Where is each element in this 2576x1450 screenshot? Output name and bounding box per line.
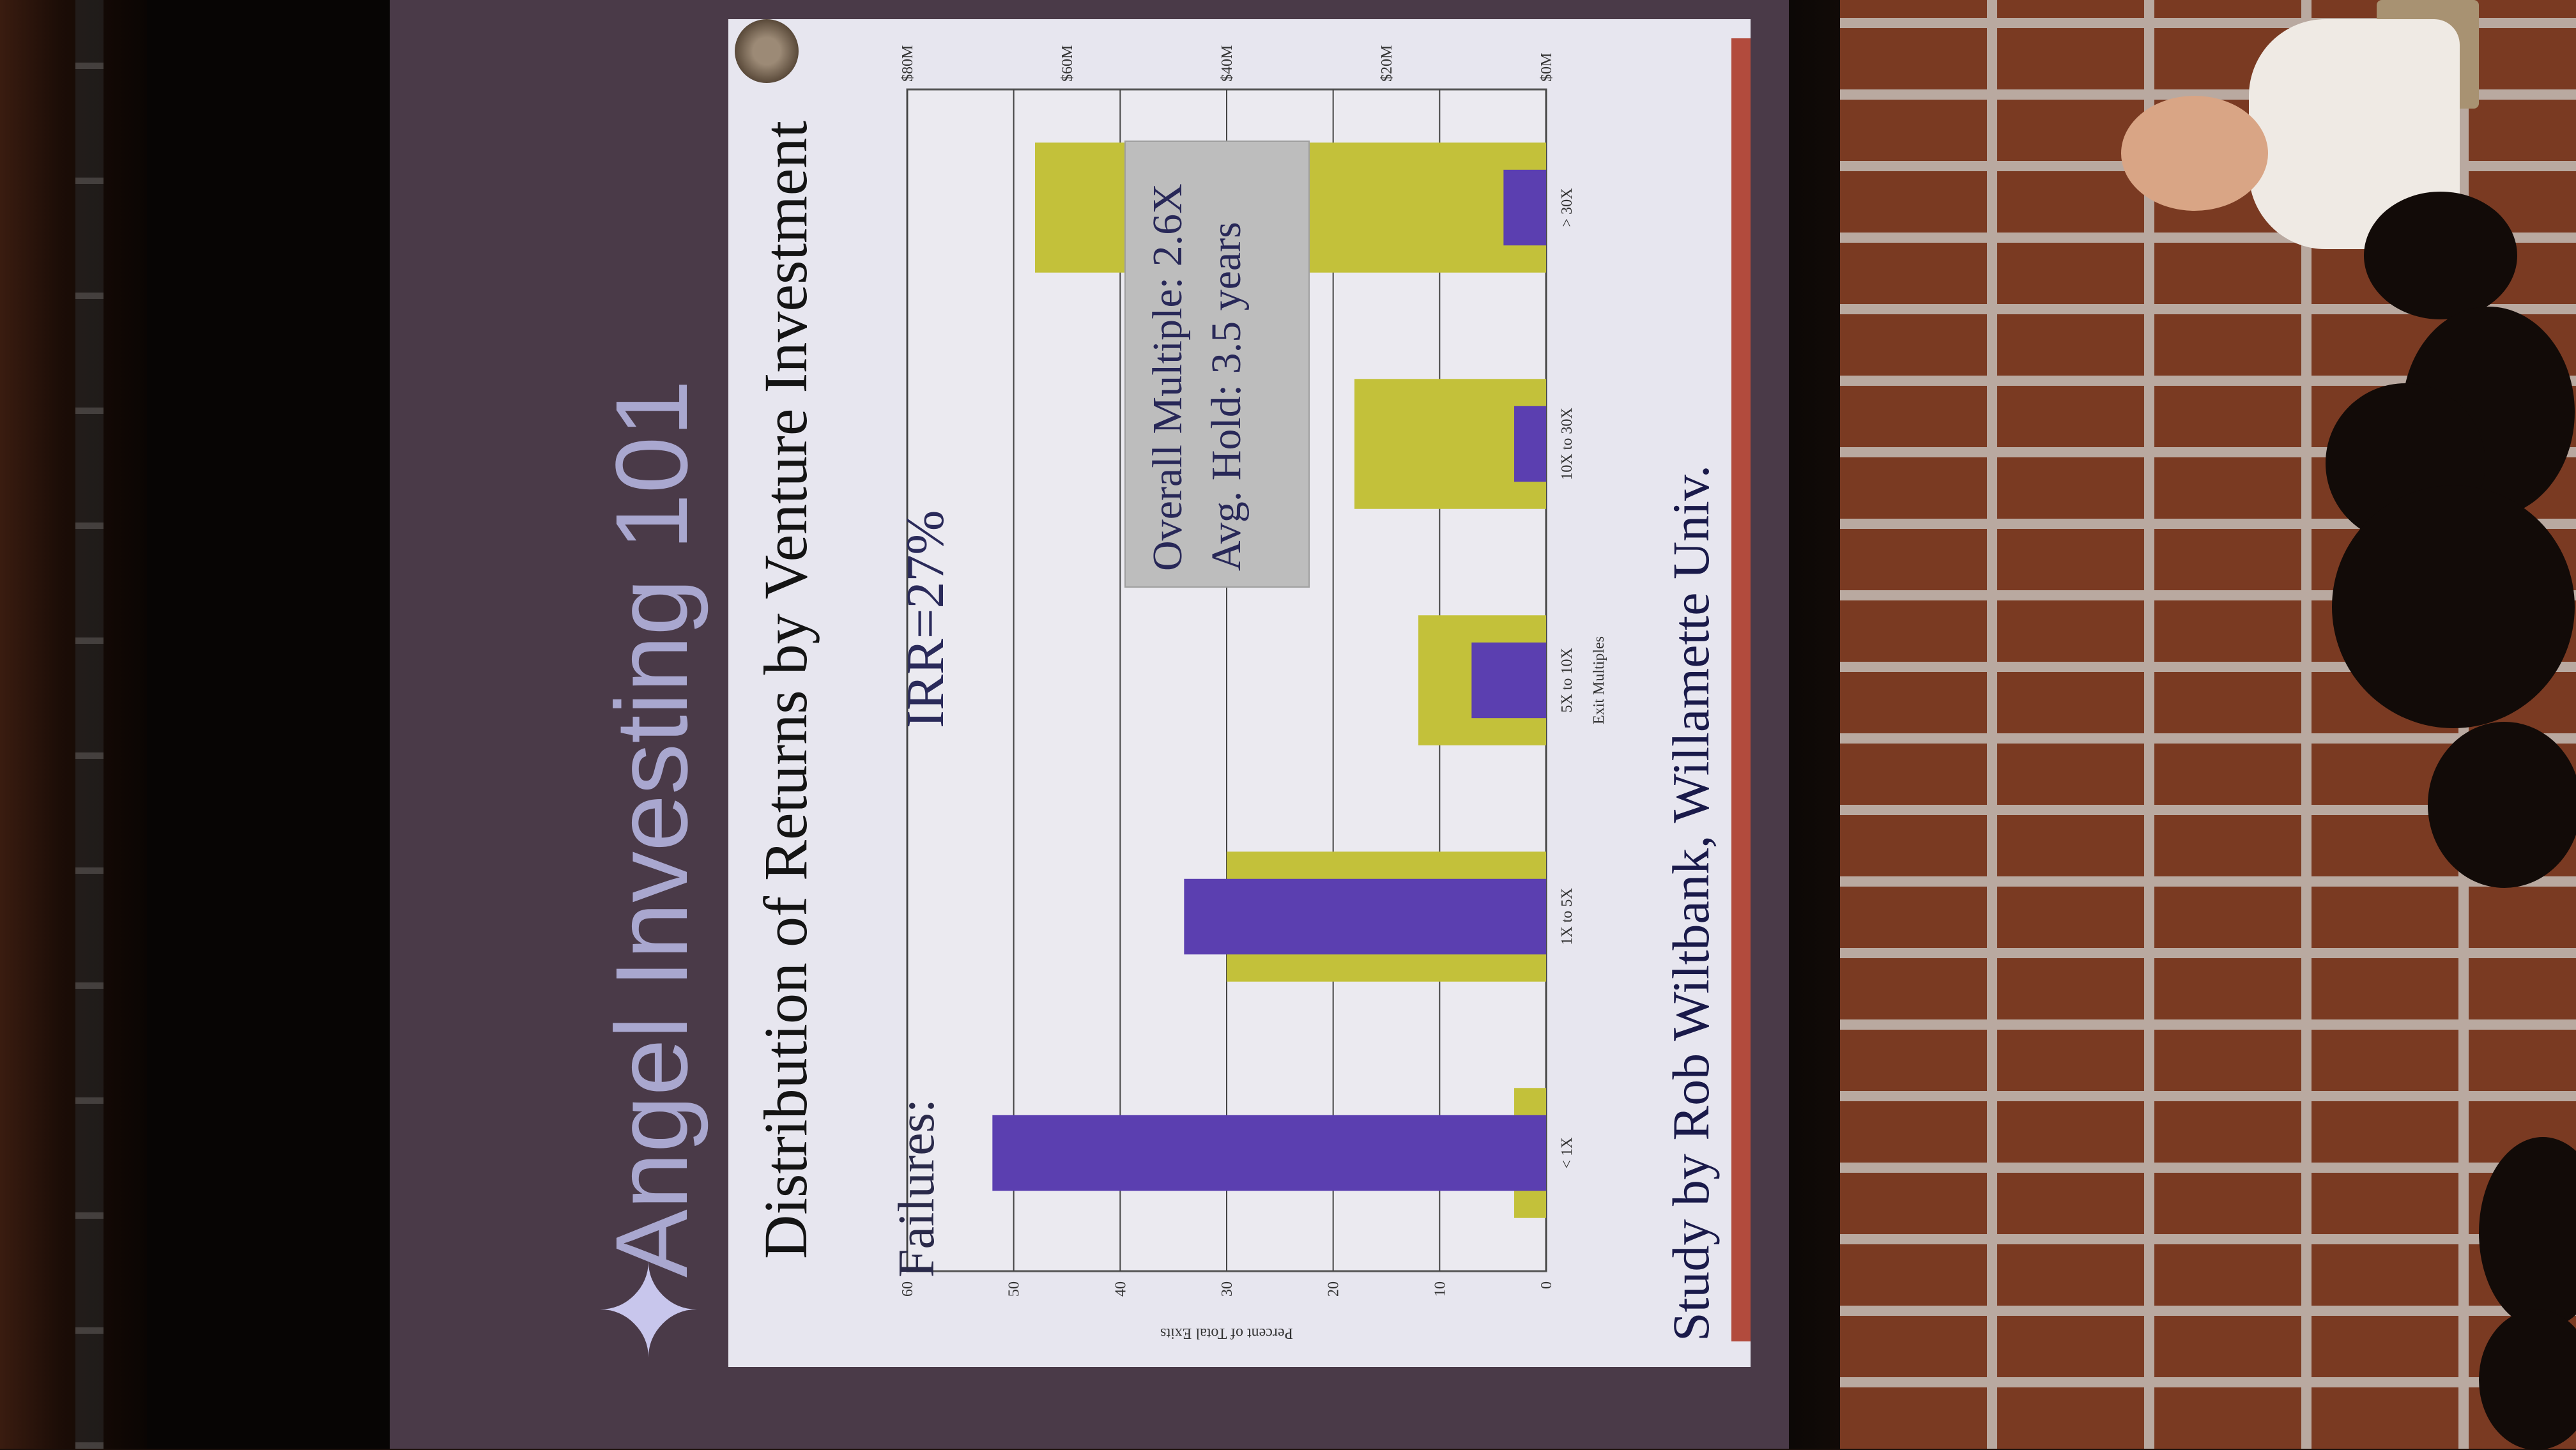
y-tick-label: 40: [1112, 1281, 1129, 1297]
chart-title: Distribution of Returns by Venture Inves…: [751, 121, 820, 1259]
y-tick-label: 30: [1219, 1281, 1236, 1297]
failures-label: Failures:: [889, 1099, 945, 1278]
y-tick-label: 60: [900, 1281, 916, 1297]
bar-purple: [1184, 878, 1546, 955]
university-seal-icon: [735, 19, 799, 83]
audience-head: [2479, 1309, 2576, 1450]
x-tick-label: < 1X: [1559, 1138, 1575, 1169]
audience-head: [2332, 485, 2575, 728]
right-axis-tick-label: $80M: [900, 45, 916, 82]
right-axis-tick-label: $0M: [1538, 53, 1555, 82]
overall-multiple-text: Overall Multiple: 2.6X: [1144, 183, 1191, 571]
returns-bar-chart: 0 10 20 30 40 50 60 $0M $20M $40M $60M $80M Percent …: [900, 45, 1607, 1341]
y-tick-label: 20: [1326, 1281, 1342, 1297]
x-tick-label: 5X to 10X: [1559, 648, 1575, 712]
presenter-head: [2121, 96, 2268, 211]
bar-purple: [1503, 169, 1547, 246]
presentation-slide: ✦ Angel Investing 101 Distribution of Re…: [575, 13, 1782, 1373]
y-axis-label: Percent of Total Exits: [1160, 1325, 1293, 1341]
stats-box: Overall Multiple: 2.6X Avg. Hold: 3.5 ye…: [1124, 141, 1310, 588]
avg-hold-text: Avg. Hold: 3.5 years: [1203, 222, 1250, 571]
slide-title: Angel Investing 101: [594, 379, 709, 1278]
balcony-railing: [75, 0, 103, 1449]
bar-purple: [1514, 406, 1546, 482]
audience-head: [2479, 1137, 2576, 1329]
y-tick-label: 50: [1006, 1281, 1023, 1297]
bar-purple: [1471, 642, 1546, 719]
bar-olive: [1354, 379, 1546, 509]
y-tick-label: 10: [1432, 1281, 1448, 1297]
theater-wall-left: [0, 0, 147, 1449]
slide-content-panel: Distribution of Returns by Venture Inves…: [728, 19, 1751, 1367]
audience-head: [2364, 192, 2517, 319]
bar-purple: [992, 1115, 1547, 1191]
x-axis-label: Exit Multiples: [1591, 636, 1607, 724]
y-tick-label: 0: [1538, 1281, 1555, 1289]
right-axis-tick-label: $40M: [1219, 45, 1236, 82]
right-axis-tick-label: $60M: [1059, 45, 1076, 82]
x-tick-label: > 30X: [1559, 188, 1575, 227]
right-axis-tick-label: $20M: [1379, 45, 1395, 82]
x-tick-label: 1X to 5X: [1559, 888, 1575, 945]
irr-label: IRR=27%: [896, 510, 955, 728]
footer-divider: [1731, 38, 1751, 1341]
x-tick-label: 10X to 30X: [1559, 408, 1575, 480]
study-credit: Study by Rob Wiltbank, Willamette Univ.: [1662, 464, 1720, 1341]
audience-head: [2428, 722, 2576, 888]
